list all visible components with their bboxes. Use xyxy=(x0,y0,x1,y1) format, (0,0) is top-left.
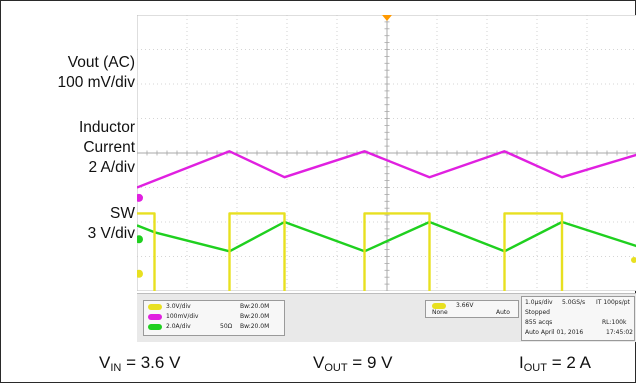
ch1-badge xyxy=(148,304,162,310)
inductor-current-channel-label: Inductor Current 2 A/div xyxy=(79,118,135,178)
vout-symbol: V xyxy=(313,353,325,372)
date-stamp: Auto April 01, 2016 xyxy=(525,329,584,336)
ch2-bandwidth: Bw:20.0M xyxy=(240,313,270,320)
trigger-mode-left: None xyxy=(432,309,448,316)
operating-conditions: VIN = 3.6 V VOUT = 9 V IOUT = 2 A xyxy=(1,345,636,379)
ch1-scale: 3.0V/div xyxy=(166,303,191,310)
scope-grid xyxy=(137,15,636,291)
vin-subscript: IN xyxy=(110,362,122,374)
ch2-badge xyxy=(148,314,162,320)
vout-channel-label: Vout (AC) 100 mV/div xyxy=(57,53,135,93)
ch3-badge xyxy=(148,324,162,330)
iout-value: = 2 A xyxy=(546,353,591,372)
time-stamp: 17:45:02 xyxy=(606,329,633,336)
trigger-level-marker xyxy=(631,256,636,263)
trigger-mode-right: Auto xyxy=(496,309,510,316)
trigger-level: 3.66V xyxy=(456,302,474,309)
resolution: IT 100ps/pt xyxy=(596,299,630,306)
scope-status-bar: 3.0V/div Bw:20.0M 100mV/div Bw:20.0M 2.0… xyxy=(137,293,636,342)
trigger-position-marker xyxy=(382,15,392,21)
ground-marker-sw xyxy=(137,269,143,278)
acquisition-count: 855 acqs xyxy=(525,319,553,326)
channel-settings-panel: 3.0V/div Bw:20.0M 100mV/div Bw:20.0M 2.0… xyxy=(143,300,285,336)
scope-traces xyxy=(137,150,636,291)
run-state: Stopped xyxy=(525,309,550,316)
vout-value: = 9 V xyxy=(347,353,393,372)
ch2-scale: 100mV/div xyxy=(166,313,199,320)
trigger-badge xyxy=(432,303,446,309)
trace-sw xyxy=(137,212,564,291)
iout-condition: IOUT = 2 A xyxy=(519,353,591,374)
vin-condition: VIN = 3.6 V xyxy=(99,353,180,374)
inductor-scale-text: 2 A/div xyxy=(88,159,135,176)
vin-symbol: V xyxy=(99,353,111,372)
sample-rate: 5.0GS/s xyxy=(562,299,586,306)
vout-name-text: Vout (AC) xyxy=(67,54,135,71)
trace-vout xyxy=(137,150,636,189)
acquisition-panel: 1.0µs/div 5.0GS/s IT 100ps/pt Stopped 85… xyxy=(521,296,635,341)
record-length: RL:100k xyxy=(602,319,627,326)
vout-subscript: OUT xyxy=(324,362,348,374)
inductor-name-line2: Current xyxy=(83,139,135,156)
ch3-scale: 2.0A/div xyxy=(166,323,191,330)
channel-labels: Vout (AC) 100 mV/div Inductor Current 2 … xyxy=(1,1,141,291)
vout-condition: VOUT = 9 V xyxy=(313,353,392,374)
iout-subscript: OUT xyxy=(523,362,547,374)
trigger-panel: 3.66V None Auto xyxy=(425,300,519,318)
ground-marker-inductor-current xyxy=(137,235,143,244)
inductor-name-line1: Inductor xyxy=(78,119,135,136)
ground-markers xyxy=(137,15,636,278)
iout-symbol: I xyxy=(519,353,524,372)
ch3-impedance: 50Ω xyxy=(220,323,233,330)
ground-marker-vout xyxy=(137,193,143,202)
sw-scale-text: 3 V/div xyxy=(87,225,135,242)
vout-scale-text: 100 mV/div xyxy=(57,74,135,91)
sw-name-text: SW xyxy=(110,205,135,222)
scope-plot xyxy=(137,15,636,291)
timebase: 1.0µs/div xyxy=(525,299,553,306)
sw-channel-label: SW 3 V/div xyxy=(88,204,135,244)
ch1-bandwidth: Bw:20.0M xyxy=(240,303,270,310)
vin-value: = 3.6 V xyxy=(121,353,181,372)
ch3-bandwidth: Bw:20.0M xyxy=(240,323,270,330)
